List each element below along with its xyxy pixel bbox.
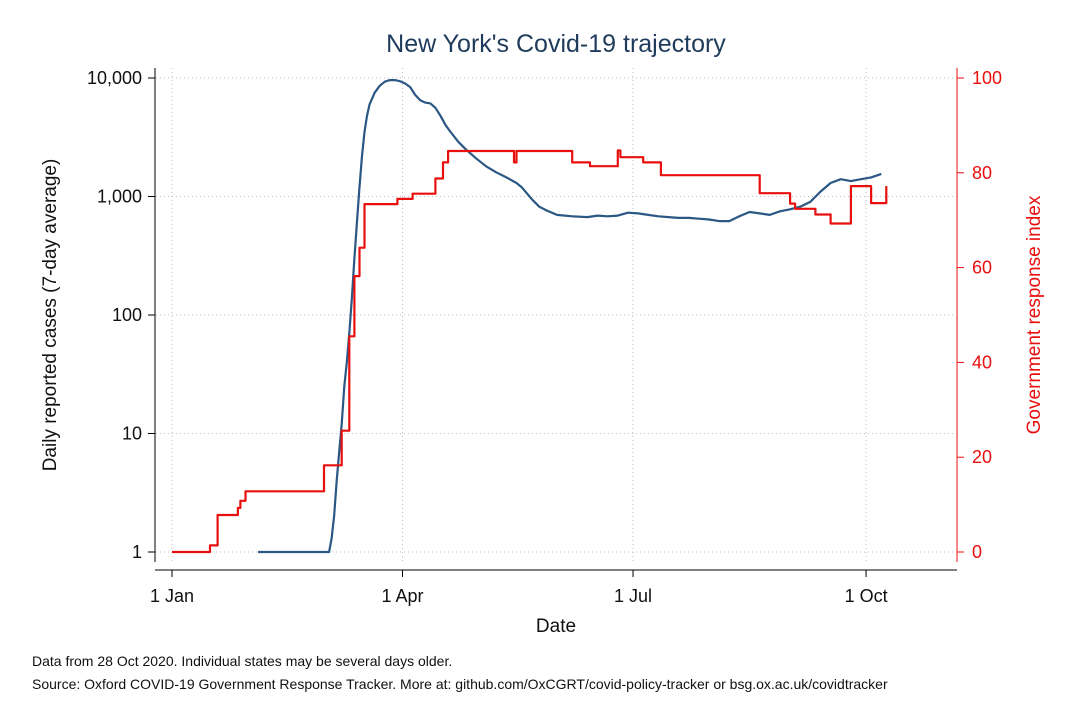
axis-ticks: 1 10 100 1,000 10,000 0 20 40 60 80 100 1 Jan 1 Apr 1… — [87, 68, 1002, 606]
y2-tick-label: 40 — [972, 352, 992, 372]
y2-tick-label: 20 — [972, 447, 992, 467]
y-tick-label: 100 — [112, 305, 142, 325]
x-tick-label: 1 Oct — [845, 586, 888, 606]
y2-tick-label: 100 — [972, 68, 1002, 88]
y2-tick-label: 60 — [972, 258, 992, 278]
y-tick-label: 10 — [122, 424, 142, 444]
source-note: Source: Oxford COVID-19 Government Respo… — [32, 676, 888, 692]
series-line-government-response-index — [172, 149, 888, 554]
y-tick-label: 10,000 — [87, 68, 142, 88]
x-tick-label: 1 Jul — [614, 586, 652, 606]
data-date-note: Data from 28 Oct 2020. Individual states… — [32, 653, 452, 669]
x-axis-label: Date — [536, 616, 576, 637]
y2-tick-label: 80 — [972, 163, 992, 183]
y-tick-label: 1,000 — [97, 187, 142, 207]
series-line-daily-cases — [258, 78, 882, 554]
x-tick-label: 1 Apr — [381, 586, 423, 606]
y2-tick-label: 0 — [972, 542, 982, 562]
plot-series — [172, 78, 888, 554]
y2-axis-label: Government response index — [1024, 195, 1045, 434]
grid-lines — [156, 68, 956, 562]
y-axis-label: Daily reported cases (7-day average) — [40, 159, 61, 472]
chart-title: New York's Covid-19 trajectory — [386, 30, 726, 58]
x-tick-label: 1 Jan — [150, 586, 194, 606]
y-tick-label: 1 — [132, 542, 142, 562]
